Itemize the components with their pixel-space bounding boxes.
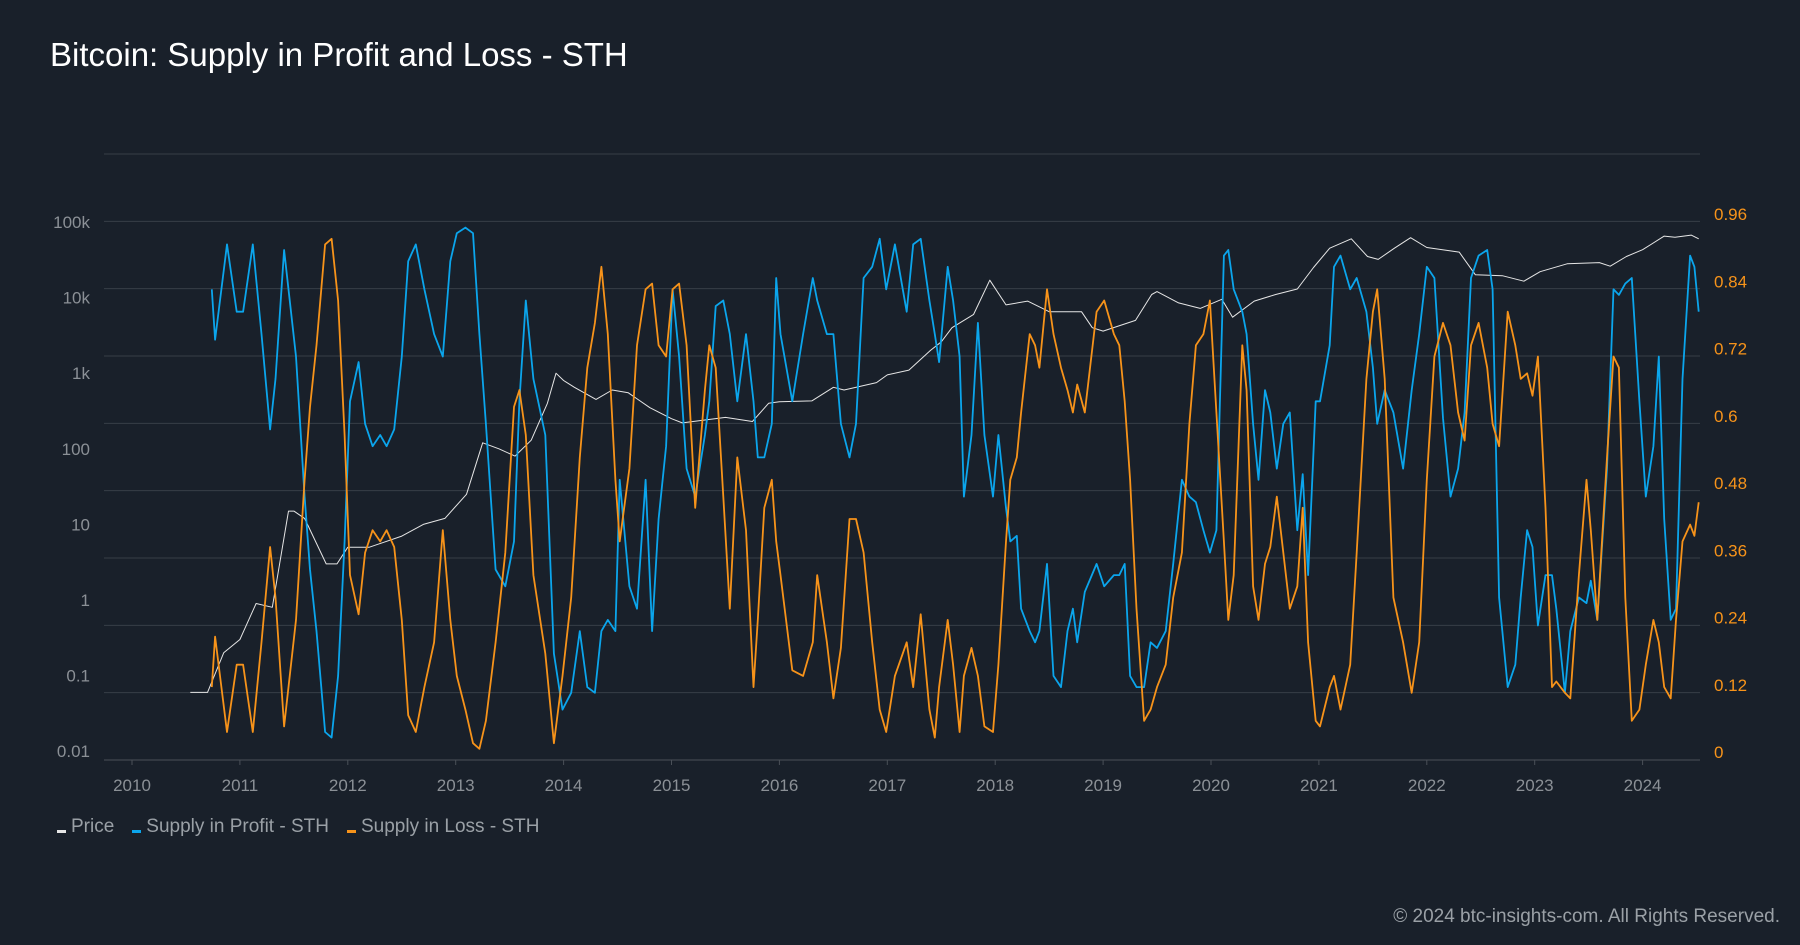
right-axis-tick-label: 0.48 xyxy=(1714,474,1747,493)
x-axis-tick-label: 2013 xyxy=(437,776,475,795)
x-axis-tick-label: 2014 xyxy=(545,776,583,795)
legend-item-supply-in-loss[interactable]: Supply in Loss - STH xyxy=(346,816,540,838)
x-axis-tick-label: 2020 xyxy=(1192,776,1230,795)
legend-swatch-price xyxy=(57,829,66,833)
right-axis-tick-label: 0.12 xyxy=(1714,676,1747,695)
copyright-notice: © 2024 btc-insights-com. All Rights Rese… xyxy=(1393,906,1780,927)
right-axis-tick-label: 0.84 xyxy=(1714,272,1747,291)
left-axis-tick-label: 10k xyxy=(63,289,91,308)
right-axis-tick-label: 0.36 xyxy=(1714,541,1747,560)
x-axis-ticks: 2010 2011 2012 2013 2014 2015 2016 2017 2018 2019… xyxy=(113,760,1662,795)
supply-in-profit-line xyxy=(210,226,1700,739)
x-axis-tick-label: 2023 xyxy=(1516,776,1554,795)
right-axis-ticks: 0.96 0.84 0.72 0.6 0.48 0.36 0.24 0.12 0 xyxy=(1714,205,1747,762)
x-axis-tick-label: 2019 xyxy=(1084,776,1122,795)
legend-label: Price xyxy=(71,816,115,837)
x-axis-tick-label: 2010 xyxy=(113,776,151,795)
x-axis-tick-label: 2017 xyxy=(868,776,906,795)
left-axis-tick-label: 1 xyxy=(81,591,90,610)
right-axis-tick-label: 0.72 xyxy=(1714,340,1747,359)
x-axis-tick-label: 2021 xyxy=(1300,776,1338,795)
left-axis-tick-label: 100k xyxy=(53,213,90,232)
right-axis-tick-label: 0.24 xyxy=(1714,609,1747,628)
left-axis-tick-label: 0.1 xyxy=(66,667,90,686)
right-axis-tick-label: 0.96 xyxy=(1714,205,1747,224)
legend-swatch-profit xyxy=(132,829,142,833)
legend: Price Supply in Profit - STH Supply in L… xyxy=(57,816,539,838)
gridlines xyxy=(104,153,1700,761)
x-axis-tick-label: 2015 xyxy=(653,776,691,795)
price-line xyxy=(190,234,1699,693)
legend-label: Supply in Loss - STH xyxy=(360,816,540,837)
series-lines xyxy=(190,226,1700,750)
x-axis-tick-label: 2018 xyxy=(976,776,1014,795)
left-axis-tick-label: 1k xyxy=(72,364,90,383)
left-axis-tick-label: 100 xyxy=(62,440,90,459)
supply-in-loss-line xyxy=(210,237,1700,750)
chart-title: Bitcoin: Supply in Profit and Loss - STH xyxy=(50,36,628,73)
right-axis-tick-label: 0.6 xyxy=(1714,407,1738,426)
x-axis-tick-label: 2012 xyxy=(329,776,367,795)
right-axis-tick-label: 0 xyxy=(1714,743,1723,762)
x-axis-tick-label: 2016 xyxy=(760,776,798,795)
left-axis-tick-label: 0.01 xyxy=(57,742,90,761)
x-axis-tick-label: 2011 xyxy=(222,776,259,795)
left-axis-tick-label: 10 xyxy=(71,515,90,534)
legend-label: Supply in Profit - STH xyxy=(146,816,329,837)
x-axis-tick-label: 2022 xyxy=(1408,776,1446,795)
legend-item-supply-in-profit[interactable]: Supply in Profit - STH xyxy=(132,816,329,838)
legend-swatch-loss xyxy=(346,829,356,833)
legend-item-price[interactable]: Price xyxy=(57,816,114,838)
left-axis-ticks: 100k 10k 1k 100 10 1 0.1 0.01 xyxy=(53,213,90,761)
x-axis-tick-label: 2024 xyxy=(1624,776,1662,795)
